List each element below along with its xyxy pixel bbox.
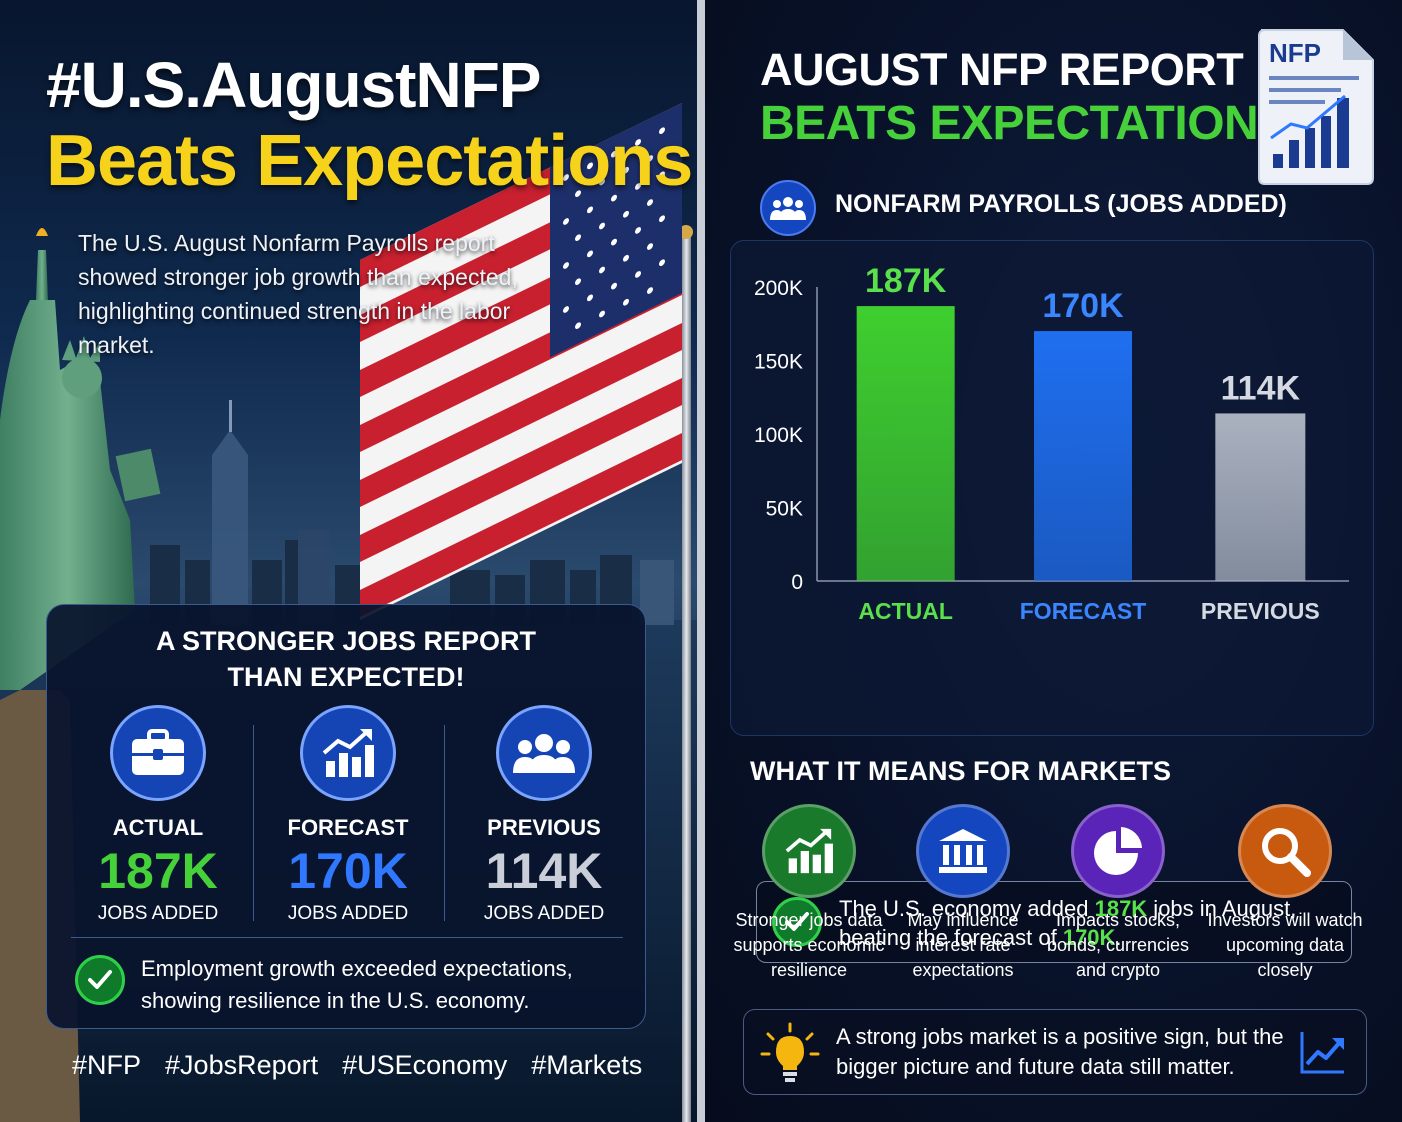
card-note: Employment growth exceeded expectations,… (141, 956, 573, 1013)
stat-label: PREVIOUS (487, 815, 601, 840)
document-chart-icon: NFP (1255, 26, 1377, 193)
markets-title: WHAT IT MEANS FOR MARKETS (750, 756, 1171, 786)
pie-chart-icon (1071, 804, 1165, 898)
stat-value: 187K (98, 843, 218, 899)
stat-value: 114K (485, 843, 603, 899)
card-heading: A STRONGER JOBS REPORT THAN EXPECTED! (155, 626, 537, 692)
divider (444, 725, 445, 921)
y-tick-label: 150K (754, 351, 803, 374)
stat-sub: JOBS ADDED (97, 903, 219, 924)
y-tick-label: 0 (791, 571, 803, 594)
doc-label: NFP (1269, 38, 1321, 68)
trend-up-icon (1300, 1030, 1346, 1079)
insight-text: A strong jobs market is a positive sign,… (836, 1024, 1284, 1079)
market-caption: Investors will watch upcoming data close… (1207, 910, 1363, 980)
jobs-summary-card: A STRONGER JOBS REPORT THAN EXPECTED! AC… (46, 604, 646, 1029)
chart-title: NONFARM PAYROLLS (JOBS ADDED) (835, 190, 1287, 218)
bank-icon (916, 804, 1010, 898)
growth-chart-icon (300, 705, 396, 801)
checkmark-icon (75, 955, 125, 1005)
hashtag[interactable]: #Markets (531, 1050, 643, 1080)
market-caption: Stronger jobs data supports economic res… (733, 910, 885, 980)
x-tick-label: PREVIOUS (1201, 598, 1320, 624)
chart-summary-text: The U.S. economy added 187K jobs in Augu… (839, 896, 1297, 950)
market-item: Stronger jobs data supports economic res… (726, 804, 892, 983)
market-caption: Impacts stocks, bonds, currencies and cr… (1046, 910, 1190, 980)
market-item: May influence interest rate expectations (880, 804, 1046, 983)
report-title-line1: AUGUST NFP REPORT (760, 44, 1244, 95)
left-panel: #U.S.AugustNFP Beats Expectations The U.… (0, 0, 697, 1122)
chart-summary: The U.S. economy added 187K jobs in Augu… (756, 881, 1352, 963)
bar-actual (856, 306, 955, 581)
y-tick-label: 50K (766, 498, 803, 521)
market-caption: May influence interest rate expectations (907, 910, 1019, 980)
stat-sub: JOBS ADDED (483, 903, 605, 924)
stat-value: 170K (288, 843, 408, 899)
market-item: Investors will watch upcoming data close… (1202, 804, 1368, 983)
right-panel: AUGUST NFP REPORT BEATS EXPECTATIONS NFP… (705, 0, 1402, 1122)
insight-box: A strong jobs market is a positive sign,… (743, 1009, 1367, 1095)
stat-actual: ACTUAL 187K JOBS ADDED (63, 705, 253, 925)
stat-label: FORECAST (287, 815, 409, 840)
nfp-bar-chart: 0 50K 100K 150K 200K 187K ACTUAL 170K FORECAST 11… (754, 262, 1349, 624)
card-divider (71, 937, 623, 938)
hashtag[interactable]: #USEconomy (342, 1050, 508, 1080)
x-tick-label: FORECAST (1020, 598, 1147, 624)
y-tick-label: 100K (754, 424, 803, 447)
hashtag-list: #NFP #JobsReport #USEconomy #Markets (72, 1050, 642, 1081)
briefcase-icon (110, 705, 206, 801)
people-icon (760, 180, 816, 236)
page-title-line1: #U.S.AugustNFP (46, 49, 541, 121)
report-title-line2: BEATS EXPECTATIONS (760, 97, 1290, 150)
stat-previous: PREVIOUS 114K JOBS ADDED (449, 705, 639, 925)
stat-forecast: FORECAST 170K JOBS ADDED (253, 705, 443, 925)
divider (253, 725, 254, 921)
growth-chart-icon (762, 804, 856, 898)
y-tick-label: 200K (754, 277, 803, 300)
hashtag[interactable]: #NFP (72, 1050, 142, 1080)
bar-forecast (1034, 331, 1132, 581)
stat-label: ACTUAL (112, 815, 204, 840)
chart-card: 0 50K 100K 150K 200K 187K ACTUAL 170K FORECAST 11… (730, 240, 1374, 963)
market-item: Impacts stocks, bonds, currencies and cr… (1035, 804, 1201, 983)
page-title-line2: Beats Expectations (46, 121, 693, 201)
bar-data-label: 114K (1221, 369, 1301, 407)
checkmark-icon (772, 897, 822, 947)
bar-previous (1215, 413, 1306, 581)
intro-text: The U.S. August Nonfarm Payrolls report … (78, 230, 518, 358)
x-tick-label: ACTUAL (858, 598, 953, 624)
panel-divider (697, 0, 705, 1122)
lightbulb-icon (760, 1022, 820, 1089)
hashtag[interactable]: #JobsReport (165, 1050, 319, 1080)
bar-data-label: 187K (865, 262, 947, 300)
magnifier-icon (1238, 804, 1332, 898)
bar-data-label: 170K (1042, 287, 1124, 325)
people-icon (496, 705, 592, 801)
stat-sub: JOBS ADDED (287, 903, 409, 924)
